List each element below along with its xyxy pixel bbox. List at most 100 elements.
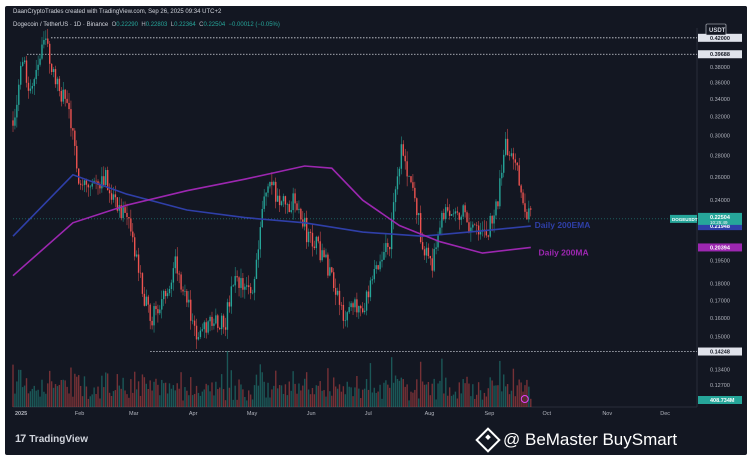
candle-body [361,308,364,313]
y-tick-label: 0.26000 [710,175,730,181]
volume-bar [381,398,383,407]
candle-body [317,236,319,242]
candle-body [363,310,366,313]
level-label-high: 0.39688 [710,52,730,58]
volume-bar [124,390,126,407]
candle-body [234,276,236,286]
candle-body [145,296,148,306]
candle-body [132,231,134,238]
volume-bar [205,383,207,407]
volume-bar [186,390,188,407]
tradingview-logo: 17 TradingView [15,433,88,445]
candle-body [508,155,511,156]
volume-bar [418,398,420,407]
candle-body [443,212,445,220]
candle-body [273,181,275,186]
volume-bar [423,384,426,407]
volume-bar [85,386,88,407]
candle-body [325,254,327,258]
candle-body [190,299,192,321]
volume-bar [408,400,410,407]
volume-bar [348,386,350,407]
volume-bar [317,385,319,407]
volume-bar [495,385,497,407]
volume-bar [373,387,375,407]
volume-bar [429,395,432,407]
candle-body [429,256,432,259]
volume-bar [269,397,271,407]
y-tick-label: 0.17000 [710,298,730,304]
candle-body [199,330,202,338]
candle-body [14,117,16,126]
candle-body [99,184,101,189]
price-chart[interactable]: 0.42000 0.38000 0.36000 0.34000 0.32000 0.300… [5,6,747,426]
candle-body [338,290,341,305]
candle-body [300,208,302,220]
candle-body [137,254,140,273]
candle-body [276,195,279,202]
candle-body [466,212,468,223]
volume-bar [501,391,503,407]
volume-bar [37,389,39,407]
volume-bar [311,387,314,407]
close-label: C [199,22,204,28]
candle-body [49,43,51,64]
candle-body [178,273,180,275]
candle-body [149,304,151,321]
volume-bar [166,393,169,407]
volume-bar [443,393,445,407]
candle-body [445,207,447,220]
volume-bar [180,372,182,407]
volume-bar [58,384,61,407]
candle-body [70,109,72,129]
candle-body [248,285,250,288]
ema-annotation: Daily 200EMA [535,220,591,230]
candle-body [416,198,418,216]
symbol-tag-bg [670,214,697,223]
low-label: L [170,22,175,28]
volume-bar [49,370,51,407]
volume-bar [234,385,236,407]
volume-bar [226,351,229,407]
candle-body [195,325,198,340]
volume-bar [50,381,53,407]
volume-bar [238,379,240,407]
volume-bar [437,383,439,407]
ma-annotation: Daily 200MA [539,247,589,257]
candle-body [439,227,441,235]
candle-body [101,176,103,189]
volume-bar [371,392,374,407]
volume-bar [474,398,476,407]
volume-bar [275,370,277,407]
candle-body [41,44,43,59]
volume-bar [203,389,205,407]
volume-bar [130,379,132,407]
candle-body [493,215,495,224]
volume-bar [47,383,49,407]
candle-body [205,322,207,333]
candle-body [504,138,507,155]
candle-body [406,161,408,177]
volume-bar [213,395,215,407]
volume-bar [512,368,515,407]
volume-bar [369,363,372,407]
candle-body [95,180,97,182]
volume-bar [491,380,493,407]
volume-bar [493,385,495,407]
watermark: @ BeMaster BuySmart [475,427,678,453]
candle-body [66,98,68,103]
candle-body [356,299,358,313]
candle-body [16,104,18,118]
volume-bar [406,384,408,407]
candle-body [448,210,451,216]
candle-body [89,186,91,188]
y-tick-label: 0.24000 [710,198,730,204]
close-value: 0.22504 [203,22,226,28]
candle-body [232,285,234,287]
volume-bar [497,385,499,407]
volume-bar [122,377,124,407]
volume-bar [72,396,74,407]
volume-bar [462,379,464,407]
candle-body [474,224,476,226]
watermark-text: @ BeMaster BuySmart [503,430,678,449]
